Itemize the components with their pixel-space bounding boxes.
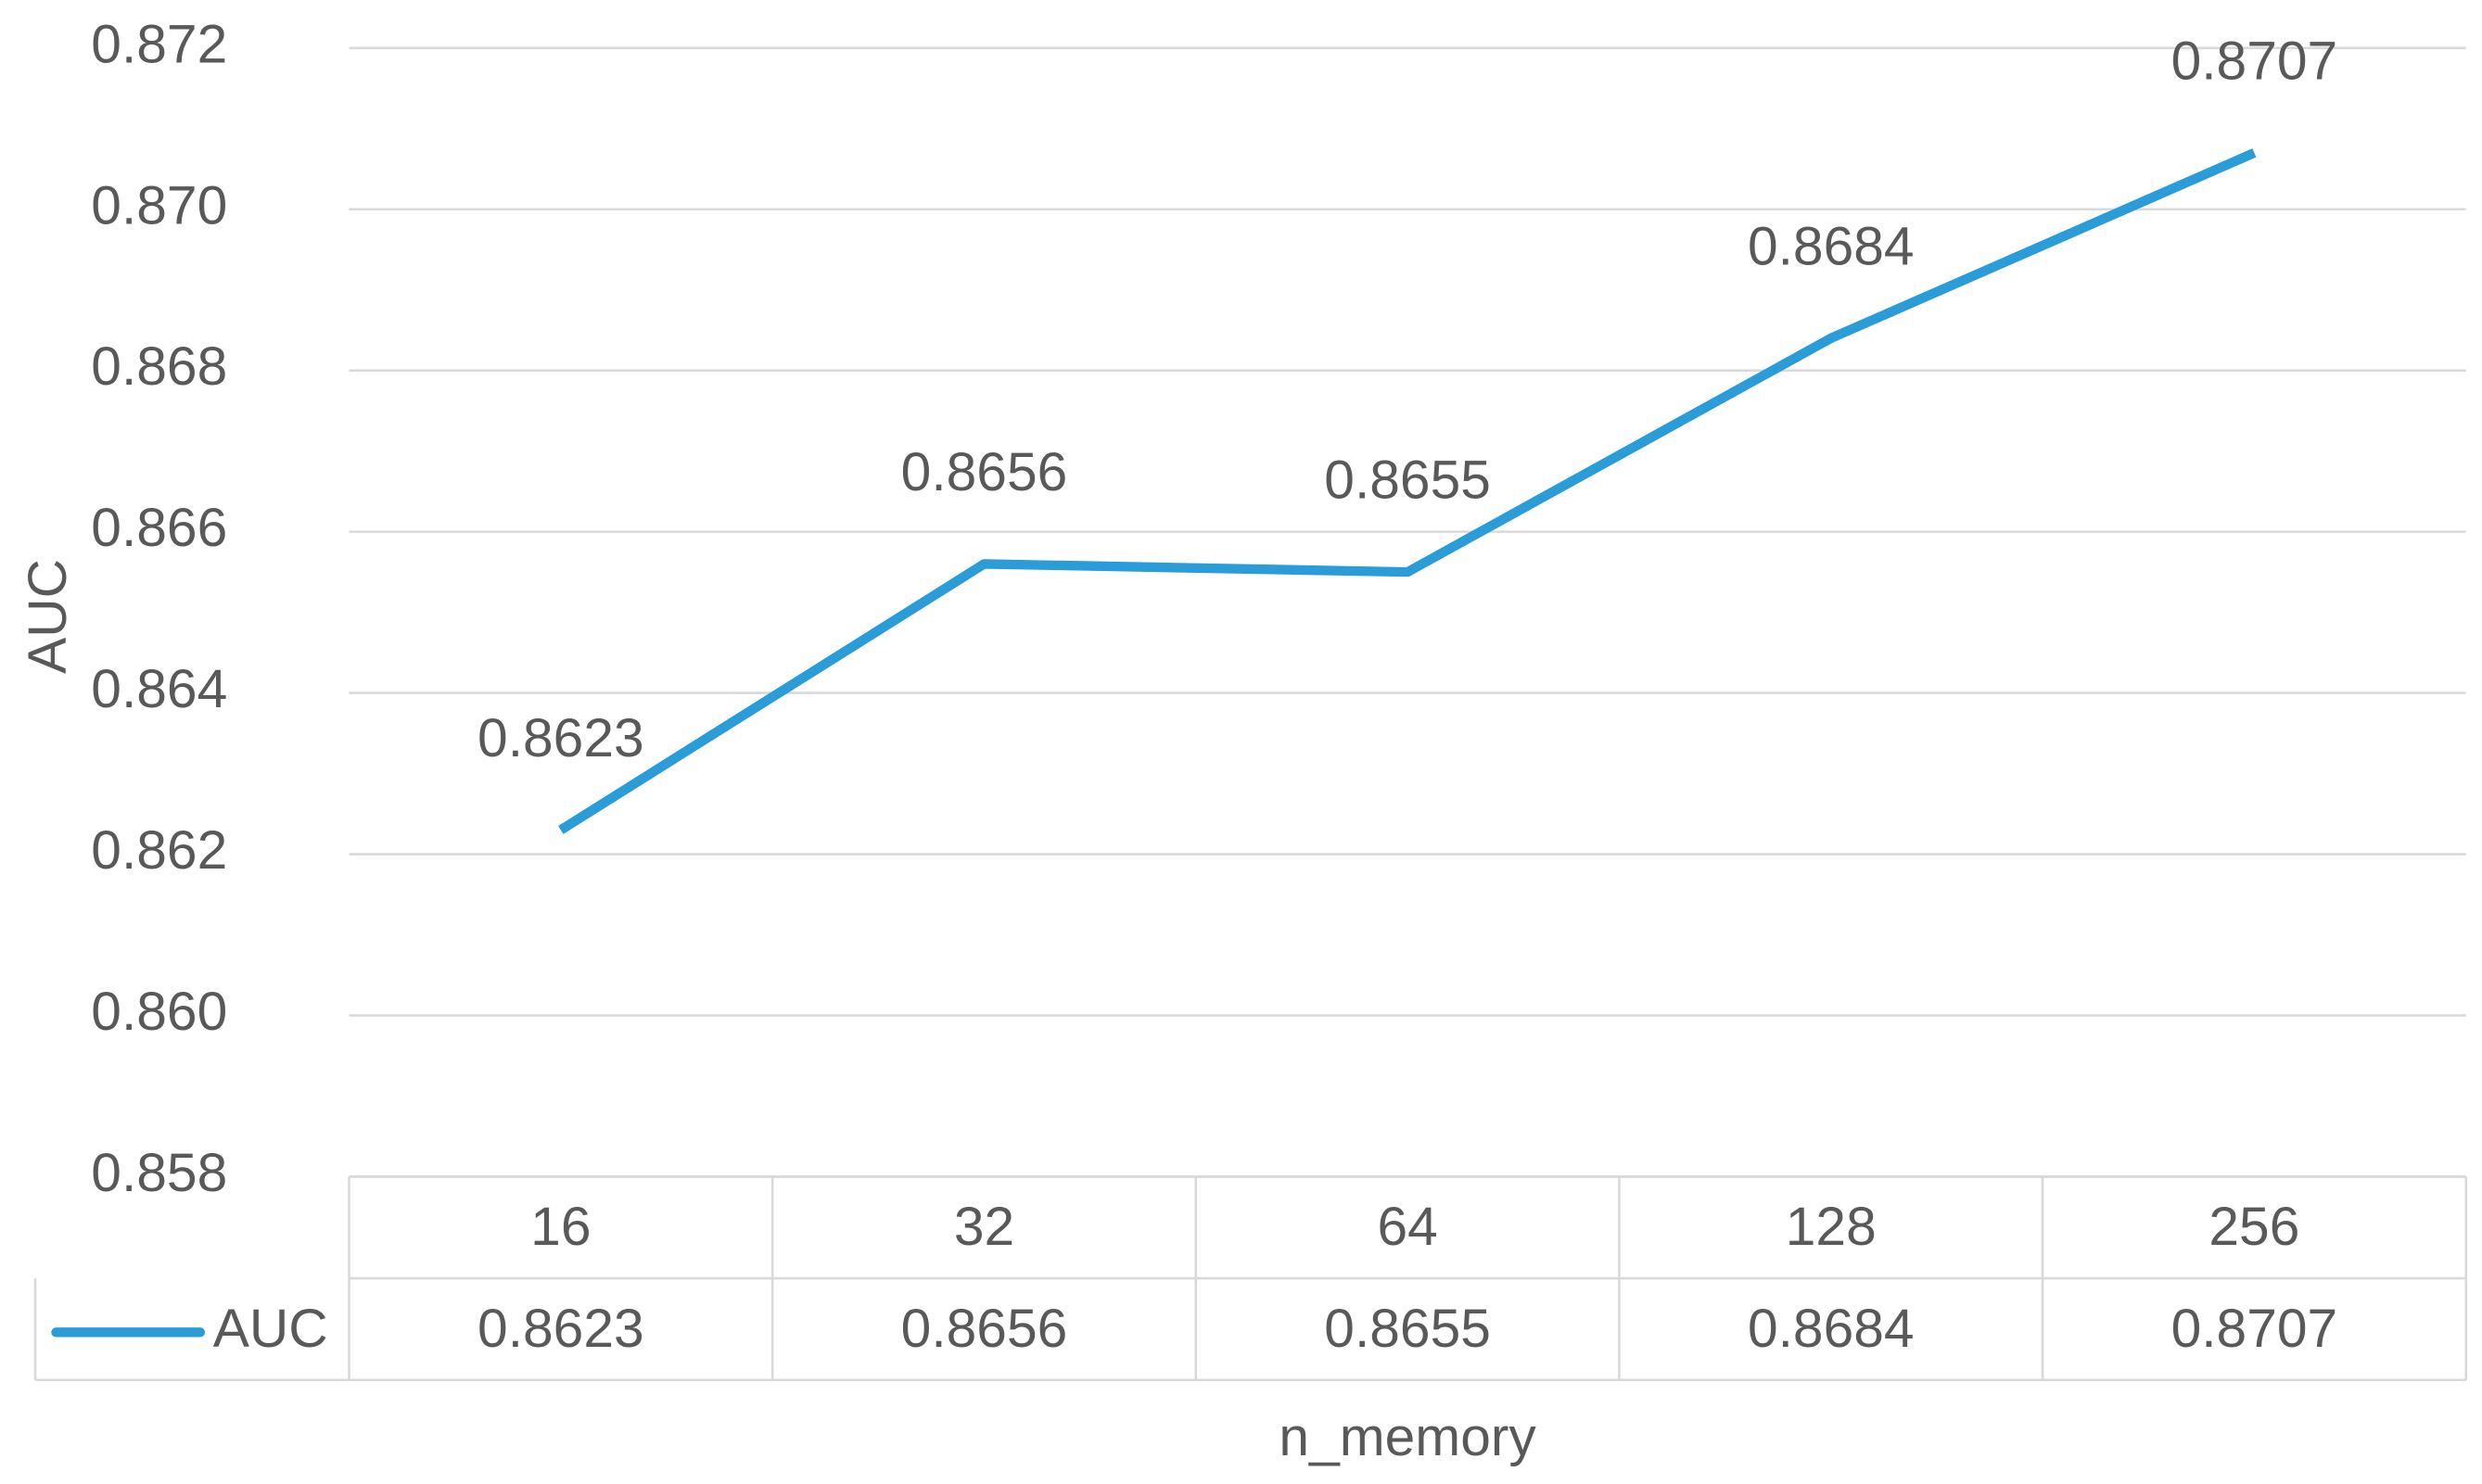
x-tick-label: 64 <box>1377 1197 1437 1257</box>
y-tick-label: 0.872 <box>91 14 227 74</box>
x-tick-label: 256 <box>2208 1197 2299 1257</box>
x-axis-label: n_memory <box>1279 1407 1536 1467</box>
line <box>558 148 2257 834</box>
table-value: 0.8623 <box>477 1299 644 1359</box>
table-value: 0.8655 <box>1324 1299 1491 1359</box>
data-label: 0.8623 <box>477 708 644 768</box>
table-value: 0.8684 <box>1748 1299 1915 1359</box>
data-label: 0.8656 <box>901 442 1068 502</box>
y-tick-label: 0.864 <box>91 659 227 719</box>
y-tick-label: 0.858 <box>91 1143 227 1203</box>
x-tick-label: 16 <box>530 1197 591 1257</box>
x-tick-label: 32 <box>954 1197 1014 1257</box>
legend-label: AUC <box>213 1299 328 1359</box>
y-tick-label: 0.868 <box>91 336 227 397</box>
table-value: 0.8656 <box>901 1299 1068 1359</box>
y-tick-label: 0.866 <box>91 498 227 558</box>
y-tick-label: 0.860 <box>91 982 227 1042</box>
x-tick-label: 128 <box>1786 1197 1877 1257</box>
data-label: 0.8655 <box>1324 450 1491 511</box>
y-tick-label: 0.862 <box>91 820 227 881</box>
table-value: 0.8707 <box>2171 1299 2338 1359</box>
y-tick-label: 0.870 <box>91 175 227 235</box>
y-axis-label: AUC <box>18 559 78 674</box>
data-label: 0.8707 <box>2171 31 2338 91</box>
data-label: 0.8684 <box>1748 216 1915 276</box>
